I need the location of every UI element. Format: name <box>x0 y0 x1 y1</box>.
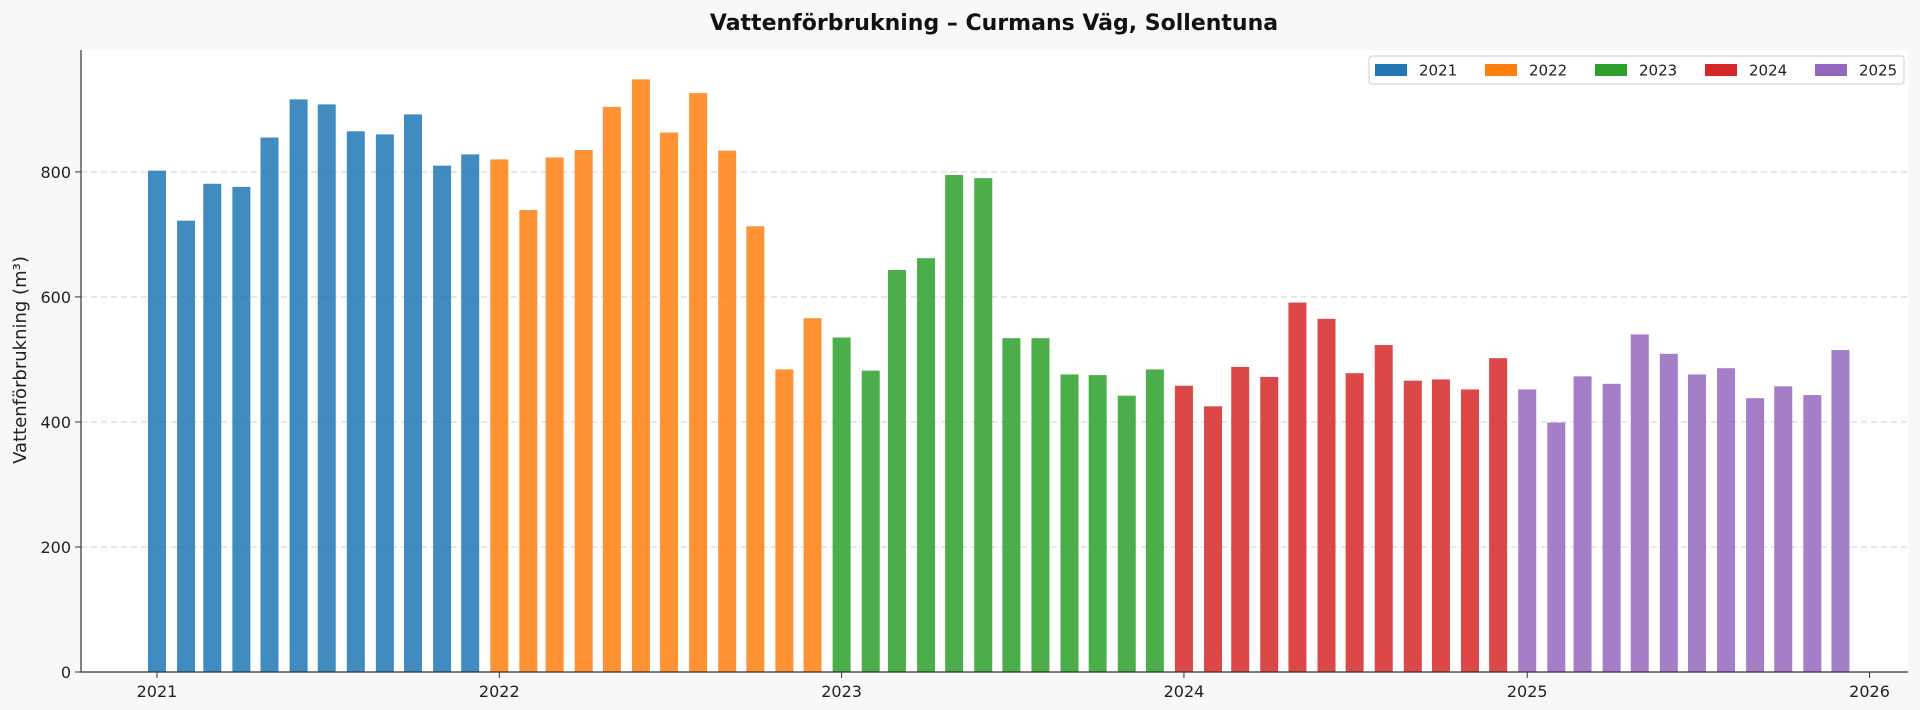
bar-2024-03 <box>1231 366 1250 672</box>
bar-2022-10 <box>746 226 765 673</box>
bar-layer <box>147 79 1850 673</box>
bar-2025-04 <box>1602 383 1621 672</box>
x-tick-label: 2026 <box>1849 682 1890 701</box>
bar-2021-11 <box>433 165 452 672</box>
x-tick-label: 2023 <box>821 682 862 701</box>
bar-2021-01 <box>147 170 166 672</box>
x-tick-label: 2022 <box>479 682 520 701</box>
bar-2025-05 <box>1630 334 1649 672</box>
x-tick-label: 2021 <box>137 682 178 701</box>
bar-2023-07 <box>1002 338 1021 672</box>
legend-swatch-2023 <box>1595 64 1627 76</box>
bar-2024-09 <box>1403 380 1422 672</box>
bar-2023-01 <box>832 337 851 672</box>
bar-2022-04 <box>574 150 593 672</box>
bar-2021-04 <box>232 186 251 672</box>
bar-2025-10 <box>1774 386 1793 672</box>
bar-2022-06 <box>631 79 650 672</box>
legend-label-2023: 2023 <box>1639 62 1677 80</box>
bar-2022-01 <box>490 159 509 672</box>
legend-swatch-2025 <box>1815 64 1847 76</box>
bar-2023-06 <box>974 178 993 672</box>
y-axis-label: Vattenförbrukning (m³) <box>10 256 31 464</box>
y-tick-label: 600 <box>40 288 71 307</box>
y-tick-label: 200 <box>40 538 71 557</box>
bar-2021-12 <box>461 154 480 672</box>
x-tick-label: 2025 <box>1507 682 1548 701</box>
bar-2024-11 <box>1461 389 1480 672</box>
bar-2021-10 <box>404 114 423 672</box>
y-tick-label: 400 <box>40 413 71 432</box>
bar-2024-05 <box>1288 302 1307 672</box>
bar-2022-08 <box>689 93 708 672</box>
chart-title: Vattenförbrukning – Curmans Väg, Sollent… <box>710 11 1278 36</box>
bar-2023-02 <box>861 370 880 672</box>
y-tick-label: 0 <box>61 663 71 682</box>
bar-2024-06 <box>1317 318 1336 672</box>
bar-2025-01 <box>1518 389 1537 672</box>
bar-2024-02 <box>1204 406 1223 672</box>
bar-2025-09 <box>1746 398 1765 672</box>
legend-swatch-2024 <box>1705 64 1737 76</box>
bar-2023-11 <box>1117 395 1136 672</box>
bar-2024-10 <box>1431 379 1450 672</box>
legend-swatch-2021 <box>1375 64 1407 76</box>
bar-2025-06 <box>1659 353 1678 672</box>
bar-2021-08 <box>346 131 365 672</box>
bar-2023-04 <box>917 258 936 672</box>
bar-2022-09 <box>718 150 737 672</box>
bar-2023-10 <box>1088 375 1107 672</box>
bar-2025-11 <box>1803 395 1822 672</box>
bar-2022-07 <box>660 132 679 672</box>
bar-2021-05 <box>260 137 279 672</box>
bar-2022-05 <box>602 106 621 672</box>
legend: 2021 2022 2023 2024 2025 <box>1368 55 1905 85</box>
bar-2022-02 <box>519 210 538 672</box>
bar-2021-02 <box>177 220 196 672</box>
bar-2024-01 <box>1174 385 1193 672</box>
x-tick-label: 2024 <box>1164 682 1205 701</box>
bar-2023-09 <box>1060 374 1079 672</box>
bar-2024-12 <box>1489 358 1508 672</box>
bar-2024-08 <box>1374 345 1393 672</box>
bar-2025-02 <box>1547 422 1566 672</box>
bar-2022-12 <box>803 318 822 672</box>
bar-2024-04 <box>1260 376 1279 672</box>
axis-layer: 0 200 400 600 800 2021 2022 2023 2024 2025 2026 <box>40 50 1908 701</box>
legend-label-2022: 2022 <box>1529 62 1567 80</box>
bar-2025-03 <box>1573 376 1592 672</box>
legend-label-2024: 2024 <box>1749 62 1787 80</box>
bar-2025-12 <box>1831 350 1850 672</box>
bar-2025-07 <box>1687 374 1706 672</box>
bar-2024-07 <box>1345 373 1364 672</box>
bar-2021-03 <box>203 183 222 672</box>
legend-box <box>1368 55 1905 85</box>
bar-2021-06 <box>289 99 308 672</box>
legend-label-2021: 2021 <box>1419 62 1457 80</box>
bar-2025-08 <box>1717 368 1736 672</box>
bar-2023-05 <box>945 175 964 672</box>
bar-2023-03 <box>887 270 906 672</box>
bar-2023-12 <box>1145 369 1164 672</box>
y-tick-label: 800 <box>40 163 71 182</box>
bar-2021-07 <box>317 104 336 672</box>
legend-label-2025: 2025 <box>1859 62 1897 80</box>
bar-2021-09 <box>375 134 394 672</box>
bar-2022-11 <box>775 369 794 672</box>
legend-swatch-2022 <box>1485 64 1517 76</box>
bar-2022-03 <box>545 157 564 672</box>
bar-2023-08 <box>1031 338 1050 672</box>
